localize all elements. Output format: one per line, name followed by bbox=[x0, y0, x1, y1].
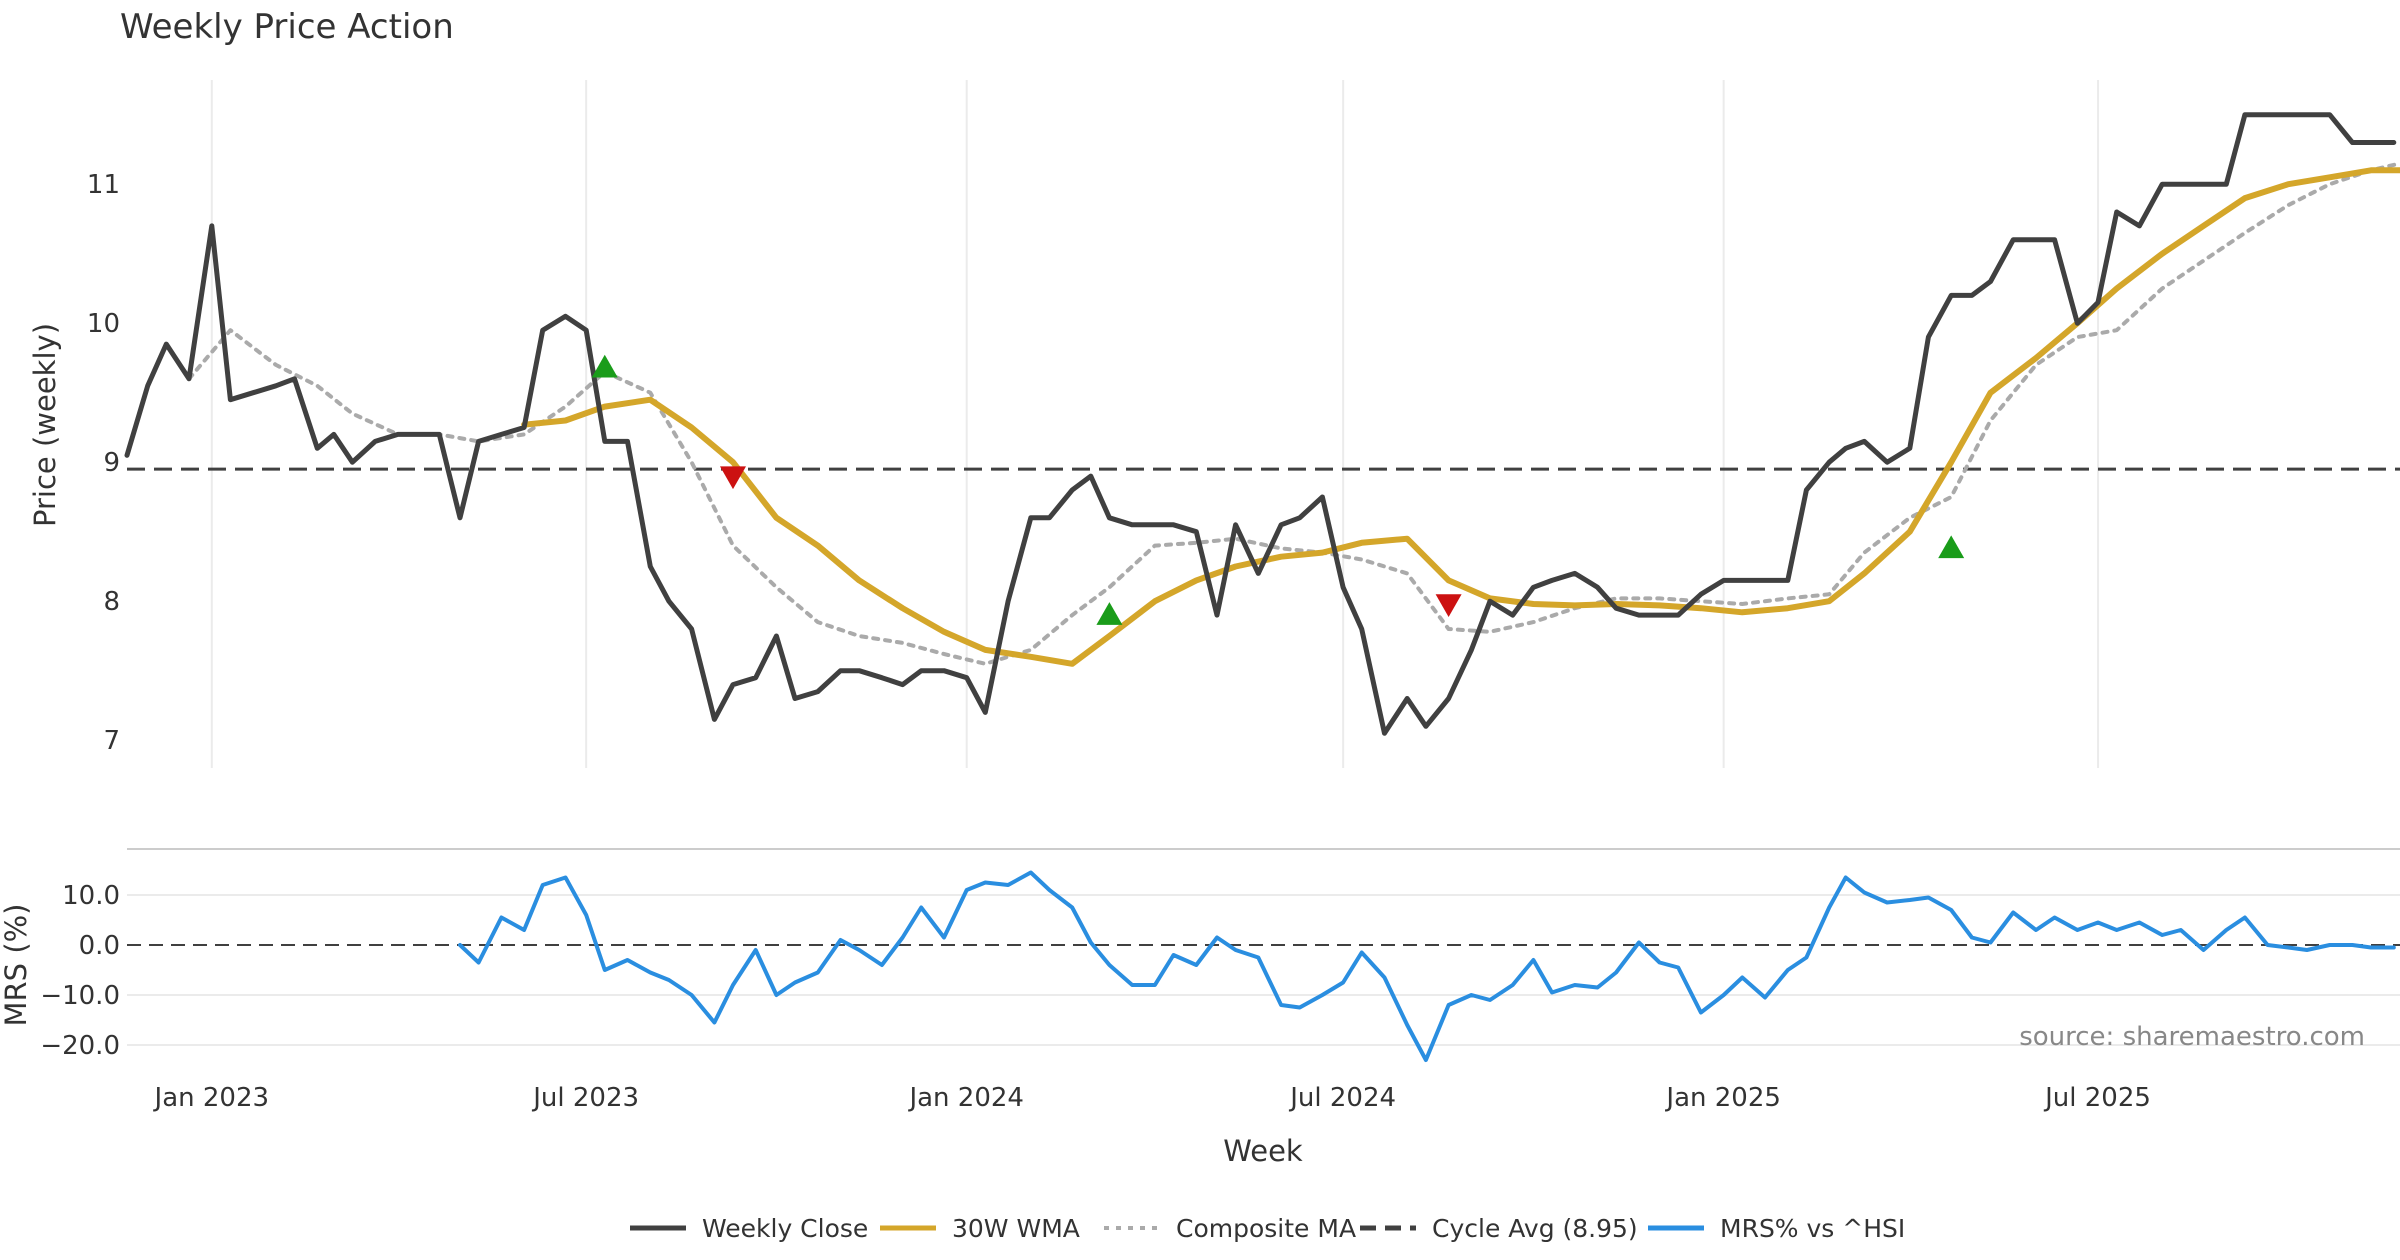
sell-signal-marker-1 bbox=[719, 466, 746, 490]
x-axis-label: Week bbox=[1223, 1134, 1303, 1168]
legend-label: MRS% vs ^HSI bbox=[1720, 1214, 1905, 1243]
mrs-y-tick-label: −10.0 bbox=[40, 981, 120, 1011]
mrs-y-tick-label: −20.0 bbox=[40, 1031, 120, 1061]
mrs-y-axis-label: MRS (%) bbox=[0, 904, 33, 1027]
legend: Weekly Close 30W WMA Composite MA Cycle Avg… bbox=[630, 1214, 1905, 1243]
legend-label: Composite MA bbox=[1176, 1214, 1356, 1243]
x-tick-label: Jan 2023 bbox=[153, 1083, 270, 1113]
mrs-series-line-0 bbox=[458, 870, 2396, 1062]
price-series bbox=[124, 112, 2400, 736]
x-tick-label: Jul 2023 bbox=[531, 1083, 639, 1113]
mrs-y-tick-label: 10.0 bbox=[62, 881, 120, 911]
x-tick-label: Jul 2025 bbox=[2043, 1083, 2151, 1113]
price-signals bbox=[591, 354, 1965, 625]
price-y-tick-label: 8 bbox=[103, 587, 120, 617]
price-y-ticks: 7 8 9 10 11 bbox=[87, 170, 120, 756]
price-series-line-0 bbox=[124, 112, 2397, 736]
price-y-tick-label: 9 bbox=[103, 448, 120, 478]
x-tick-label: Jan 2025 bbox=[1664, 1083, 1781, 1113]
x-tick-label: Jul 2024 bbox=[1288, 1083, 1396, 1113]
x-ticks: Jan 2023 Jul 2023 Jan 2024 Jul 2024 Jan 2025… bbox=[153, 1083, 2151, 1113]
mrs-y-ticks: 10.0 0.0 −10.0 −20.0 bbox=[40, 881, 120, 1061]
price-y-axis-label: Price (weekly) bbox=[28, 323, 62, 527]
price-series-line-1 bbox=[521, 167, 2400, 667]
legend-label: Weekly Close bbox=[702, 1214, 868, 1243]
legend-label: 30W WMA bbox=[952, 1214, 1080, 1243]
x-tick-label: Jan 2024 bbox=[907, 1083, 1024, 1113]
price-y-tick-label: 11 bbox=[87, 170, 120, 200]
buy-signal-marker-2 bbox=[1096, 602, 1123, 625]
sell-signal-marker-3 bbox=[1435, 594, 1462, 617]
mrs-grid bbox=[127, 894, 2400, 1046]
chart-title: Weekly Price Action bbox=[120, 7, 454, 47]
buy-signal-marker-0 bbox=[591, 354, 618, 378]
buy-signal-marker-4 bbox=[1938, 535, 1965, 559]
legend-label: Cycle Avg (8.95) bbox=[1432, 1214, 1638, 1243]
price-series-line-2 bbox=[187, 161, 2400, 666]
price-y-tick-label: 10 bbox=[87, 309, 120, 339]
mrs-series bbox=[458, 870, 2396, 1062]
source-note: source: sharemaestro.com bbox=[2019, 1022, 2365, 1052]
price-y-tick-label: 7 bbox=[103, 726, 120, 756]
mrs-y-tick-label: 0.0 bbox=[79, 931, 120, 961]
price-grid bbox=[210, 80, 2100, 768]
